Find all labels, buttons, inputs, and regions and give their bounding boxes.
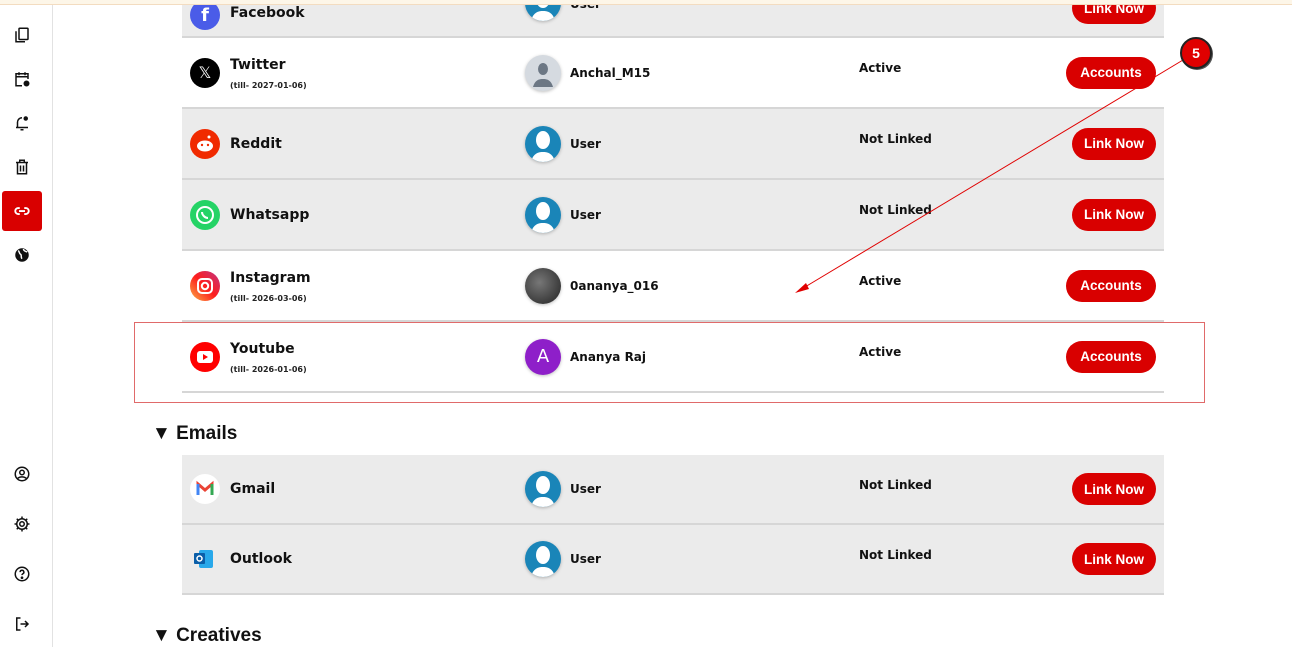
status-text: Not Linked <box>859 478 932 492</box>
link-now-button[interactable]: Link Now <box>1072 543 1156 575</box>
platform-name: Instagram <box>230 270 311 286</box>
username: User <box>570 207 601 222</box>
sidebar-item-copy[interactable] <box>2 15 42 55</box>
outlook-icon <box>190 544 220 574</box>
avatar <box>525 125 561 162</box>
sidebar <box>0 0 53 647</box>
avatar <box>525 54 561 91</box>
accounts-button[interactable]: Accounts <box>1066 56 1156 89</box>
table-row: Youtube (till- 2026-01-06) A Ananya Raj … <box>182 322 1164 393</box>
globe-icon <box>15 248 29 262</box>
table-row: Outlook User Not Linked Link Now <box>182 525 1164 595</box>
link-now-button[interactable]: Link Now <box>1072 127 1156 160</box>
sidebar-item-links[interactable] <box>2 191 42 231</box>
reddit-icon <box>190 128 220 159</box>
username: User <box>570 136 601 151</box>
emails-section-header[interactable]: ▼ Emails <box>152 393 1164 455</box>
trash-icon <box>16 159 28 175</box>
status-text: Not Linked <box>859 203 932 217</box>
user-circle-icon <box>14 466 30 482</box>
link-now-button[interactable]: Link Now <box>1072 198 1156 231</box>
avatar <box>525 541 561 577</box>
facebook-icon: f <box>190 0 220 30</box>
expiry-date: (till- 2027-01-06) <box>230 81 307 90</box>
status-text: Not Linked <box>859 132 932 146</box>
sidebar-item-settings[interactable] <box>2 504 42 544</box>
avatar <box>525 471 561 507</box>
username: User <box>570 482 601 496</box>
sidebar-item-trash[interactable] <box>2 147 42 187</box>
accounts-button[interactable]: Accounts <box>1066 269 1156 302</box>
platform-name: Facebook <box>230 5 305 21</box>
creatives-section-header[interactable]: ▼ Creatives <box>152 595 1164 657</box>
table-row: Instagram (till- 2026-03-06) 0ananya_016… <box>182 251 1164 322</box>
table-row: Whatsapp User Not Linked Link Now <box>182 180 1164 251</box>
expiry-date: (till- 2026-03-06) <box>230 294 307 303</box>
sidebar-item-schedule[interactable] <box>2 59 42 99</box>
section-title: ▼ Creatives <box>152 625 262 646</box>
youtube-icon <box>190 341 220 372</box>
x-twitter-icon: 𝕏 <box>190 57 220 88</box>
avatar <box>525 267 561 304</box>
sidebar-item-profile[interactable] <box>2 454 42 494</box>
username: User <box>570 0 601 11</box>
platform-name: Youtube <box>230 341 295 357</box>
sidebar-item-logout[interactable] <box>2 604 42 644</box>
username: Ananya Raj <box>570 349 647 364</box>
status-text: Not Linked <box>859 548 932 562</box>
link-icon <box>14 207 30 215</box>
logout-icon <box>16 617 30 631</box>
sidebar-item-web[interactable] <box>2 235 42 275</box>
username: Anchal_M15 <box>570 65 651 80</box>
platform-name: Whatsapp <box>230 206 310 223</box>
status-text: Active <box>859 345 902 359</box>
platform-name: Twitter <box>230 57 286 73</box>
sidebar-item-notifications[interactable] <box>2 103 42 143</box>
platform-name: Gmail <box>230 481 276 497</box>
help-icon <box>14 566 30 582</box>
status-text: Active <box>859 274 902 288</box>
highlight-box <box>134 322 1205 403</box>
table-row: f Facebook User Link Now <box>182 0 1164 38</box>
gmail-icon <box>190 474 220 504</box>
expiry-date: (till- 2026-01-06) <box>230 365 307 374</box>
top-banner-edge <box>0 0 1292 5</box>
sidebar-item-help[interactable] <box>2 554 42 594</box>
gear-icon <box>14 516 30 532</box>
section-title: ▼ Emails <box>152 423 238 444</box>
bell-icon <box>16 116 28 131</box>
platform-name: Reddit <box>230 135 282 152</box>
table-row: Gmail User Not Linked Link Now <box>182 455 1164 525</box>
copy-icon <box>15 27 29 43</box>
avatar <box>525 196 561 233</box>
whatsapp-icon <box>190 199 220 230</box>
accounts-button[interactable]: Accounts <box>1066 340 1156 373</box>
username: User <box>570 552 601 566</box>
username: 0ananya_016 <box>570 278 659 293</box>
calendar-clock-icon <box>15 72 30 87</box>
table-row: Reddit User Not Linked Link Now <box>182 109 1164 180</box>
table-row: 𝕏 Twitter (till- 2027-01-06) Anchal_M15 … <box>182 38 1164 109</box>
platform-name: Outlook <box>230 551 292 567</box>
link-now-button[interactable]: Link Now <box>1072 473 1156 505</box>
status-text: Active <box>859 61 902 75</box>
avatar: A <box>525 338 561 375</box>
step-badge: 5 <box>1180 37 1212 69</box>
instagram-icon <box>190 270 220 301</box>
